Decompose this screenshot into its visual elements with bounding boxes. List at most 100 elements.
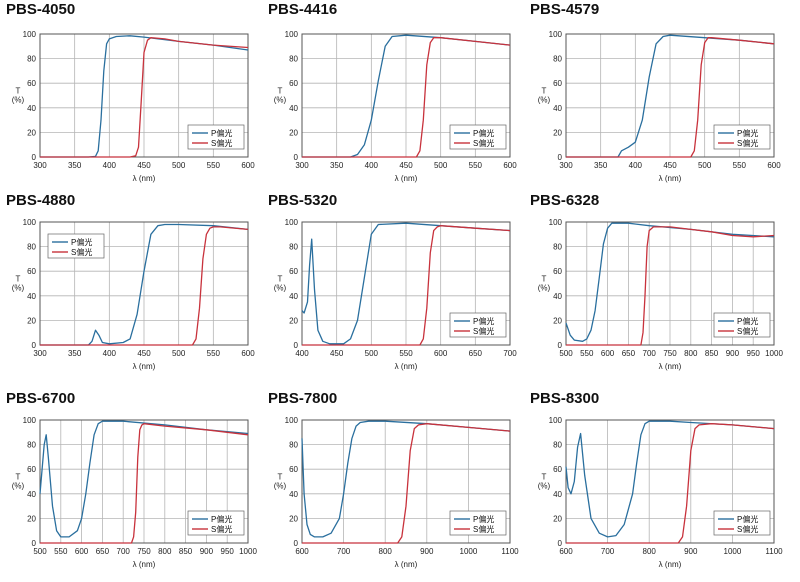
x-tick-label: 850: [179, 547, 193, 556]
chart-title: PBS-4880: [6, 192, 75, 209]
y-tick-label: 100: [285, 416, 299, 425]
y-tick-label: 0: [32, 539, 37, 548]
y-tick-label: 20: [289, 514, 298, 523]
x-tick-label: 350: [68, 349, 82, 358]
y-tick-label: 20: [289, 316, 298, 325]
legend-box: [713, 312, 771, 338]
x-axis-label: λ (nm): [133, 362, 156, 371]
y-tick-label: 100: [285, 218, 299, 227]
legend-label: P偏光: [211, 514, 232, 524]
y-tick-label: 100: [285, 30, 299, 39]
legend-label: S偏光: [473, 138, 494, 148]
y-tick-label: 80: [27, 55, 36, 64]
chart-panel: PBS-4579 300 350 400 450 500 550 600 0 20 40 60 80 10…: [530, 1, 781, 183]
y-axis-label: T (%): [12, 473, 25, 491]
x-tick-label: 1000: [239, 547, 257, 556]
legend-label: P偏光: [473, 514, 494, 524]
x-tick-label: 500: [172, 349, 186, 358]
y-tick-label: 80: [553, 55, 562, 64]
chart-title: PBS-4579: [530, 1, 599, 18]
y-axis-label: T (%): [538, 87, 551, 105]
legend-label: S偏光: [737, 326, 758, 336]
x-tick-label: 550: [399, 349, 413, 358]
y-tick-label: 80: [27, 243, 36, 252]
x-tick-label: 900: [684, 547, 698, 556]
y-tick-label: 100: [549, 30, 563, 39]
legend-box: [187, 124, 245, 150]
y-tick-label: 40: [27, 104, 36, 113]
x-tick-label: 600: [434, 349, 448, 358]
legend-label: S偏光: [737, 138, 758, 148]
x-tick-label: 550: [207, 349, 221, 358]
y-tick-label: 40: [27, 292, 36, 301]
x-tick-label: 650: [622, 349, 636, 358]
s-polarization-line: [302, 225, 511, 346]
y-tick-label: 80: [289, 441, 298, 450]
y-tick-label: 100: [23, 416, 37, 425]
x-tick-label: 800: [158, 547, 172, 556]
chart-title: PBS-8300: [530, 390, 599, 407]
x-tick-label: 400: [629, 161, 643, 170]
y-tick-label: 80: [27, 441, 36, 450]
y-axis-label: T (%): [12, 87, 25, 105]
chart-title: PBS-6328: [530, 192, 599, 209]
x-tick-label: 900: [420, 547, 434, 556]
x-tick-label: 600: [241, 161, 255, 170]
y-tick-label: 0: [558, 539, 563, 548]
x-tick-label: 400: [103, 349, 117, 358]
x-tick-label: 450: [137, 349, 151, 358]
y-tick-label: 20: [553, 316, 562, 325]
x-tick-label: 500: [698, 161, 712, 170]
y-tick-label: 40: [553, 490, 562, 499]
x-axis-label: λ (nm): [659, 174, 682, 183]
y-tick-label: 40: [27, 490, 36, 499]
legend-label: P偏光: [473, 316, 494, 326]
x-tick-label: 500: [434, 161, 448, 170]
x-tick-label: 800: [379, 547, 393, 556]
x-tick-label: 600: [767, 161, 781, 170]
x-tick-label: 600: [75, 547, 89, 556]
plot-frame: [39, 419, 249, 544]
x-tick-label: 750: [137, 547, 151, 556]
x-tick-label: 550: [469, 161, 483, 170]
chart-panel: PBS-7800 600 700 800 900 1000 1100 0 20 40 60 80 100…: [268, 390, 519, 569]
y-axis-label: T (%): [538, 473, 551, 491]
x-axis-label: λ (nm): [659, 362, 682, 371]
y-tick-label: 0: [294, 153, 299, 162]
x-tick-label: 500: [365, 349, 379, 358]
chart-title: PBS-4050: [6, 1, 75, 18]
p-polarization-line: [566, 34, 775, 158]
y-tick-label: 0: [294, 341, 299, 350]
y-axis-label: T (%): [538, 275, 551, 293]
y-tick-label: 60: [289, 79, 298, 88]
legend-label: P偏光: [71, 237, 92, 247]
y-tick-label: 20: [27, 514, 36, 523]
chart-panel: PBS-5320 400 450 500 550 600 650 700 0 20 40 60 80 10…: [268, 192, 517, 371]
x-tick-label: 550: [580, 349, 594, 358]
x-tick-label: 700: [601, 547, 615, 556]
chart-title: PBS-4416: [268, 1, 337, 18]
x-axis-label: λ (nm): [395, 174, 418, 183]
x-tick-label: 650: [96, 547, 110, 556]
legend-box: [713, 124, 771, 150]
y-tick-label: 100: [23, 30, 37, 39]
legend-label: P偏光: [737, 128, 758, 138]
x-tick-label: 450: [399, 161, 413, 170]
x-tick-label: 600: [241, 349, 255, 358]
x-tick-label: 800: [643, 547, 657, 556]
y-tick-label: 80: [553, 243, 562, 252]
x-tick-label: 800: [684, 349, 698, 358]
legend-label: S偏光: [473, 524, 494, 534]
x-tick-label: 450: [137, 161, 151, 170]
y-tick-label: 0: [32, 341, 37, 350]
y-tick-label: 60: [27, 79, 36, 88]
y-tick-label: 20: [27, 128, 36, 137]
x-tick-label: 300: [559, 161, 573, 170]
plot-frame: [301, 419, 511, 544]
